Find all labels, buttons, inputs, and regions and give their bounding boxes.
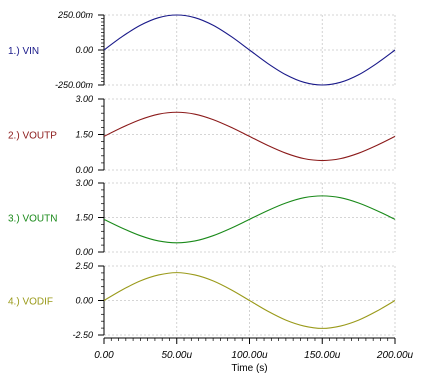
- x-tick-label: 50.00u: [161, 350, 192, 361]
- panel-label: 4.) VODIF: [8, 297, 53, 308]
- y-tick-label: 0.00: [75, 247, 93, 257]
- y-tick-label: 250.00m: [57, 10, 94, 20]
- y-tick-label: 0.00: [75, 45, 93, 55]
- y-tick-label: -250.00m: [55, 80, 94, 90]
- series-line-3: [103, 195, 396, 244]
- panel-2: 3.00 1.50 0.00 2.) VOUTP: [8, 94, 396, 175]
- y-tick-label: 3.00: [75, 94, 93, 104]
- series-line-4: [103, 272, 396, 329]
- y-tick-label: 1.50: [75, 213, 93, 223]
- panel-3: 3.00 1.50 0.00 3.) VOUTN: [8, 178, 396, 257]
- panel-4: 2.50 0.00 -2.50 4.) VODIF: [8, 261, 396, 340]
- x-tick-label: 200.00u: [376, 350, 414, 361]
- x-axis-label: Time (s): [231, 363, 267, 373]
- y-tick-label: 2.50: [74, 261, 93, 271]
- panel-label: 3.) VOUTN: [8, 214, 57, 225]
- series-line-1: [103, 14, 396, 86]
- panel-label: 1.) VIN: [8, 46, 39, 57]
- y-tick-label: -2.50: [72, 330, 93, 340]
- y-tick-label: 0.00: [75, 296, 93, 306]
- x-tick-label: 150.00u: [304, 350, 341, 361]
- y-tick-label: 3.00: [75, 178, 93, 188]
- y-tick-label: 1.50: [75, 130, 93, 140]
- series-line-2: [103, 111, 396, 162]
- y-tick-label: 0.00: [75, 165, 93, 175]
- panel-1: 250.00m 0.00 -250.00m 1.) VIN: [8, 10, 396, 90]
- x-tick-label: 0.00: [94, 350, 114, 361]
- x-tick-label: 100.00u: [231, 350, 268, 361]
- panel-label: 2.) VOUTP: [8, 131, 57, 142]
